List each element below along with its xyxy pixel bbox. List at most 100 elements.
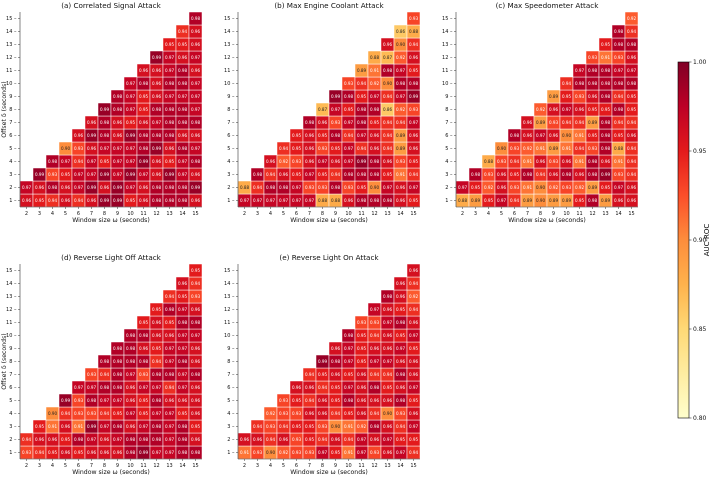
cell-value-label: 0.96 [61,450,71,455]
cell-value-label: 0.98 [165,133,175,138]
cell-value-label: 0.96 [409,359,419,364]
cell-value-label: 0.96 [126,385,136,390]
y-tick-label: 3 – [9,424,17,430]
cell-value-label: 0.93 [292,159,302,164]
cell-value-label: 0.96 [318,120,328,125]
cell-value-label: 0.98 [370,159,380,164]
y-tick-label: 11 – [442,68,453,74]
cell-value-label: 0.93 [370,320,380,325]
cell-value-label: 0.95 [292,146,302,151]
cell-value-label: 0.93 [497,159,507,164]
cell-value-label: 0.98 [139,359,149,364]
cell-value-label: 0.97 [113,172,123,177]
cell-value-label: 0.97 [126,411,136,416]
cell-value-label: 0.97 [178,385,188,390]
cell-value-label: 0.96 [100,185,110,190]
cell-value-label: 0.94 [253,185,263,190]
x-tick-label: 11 [358,211,364,217]
cell-value-label: 0.90 [536,185,546,190]
cell-value-label: 0.97 [253,198,263,203]
x-tick-label: 5 [282,463,285,469]
x-tick-label: 15 [192,211,198,217]
y-tick-label: 6 – [445,133,453,139]
cell-value-label: 0.96 [370,146,380,151]
cell-value-label: 0.96 [191,437,201,442]
cell-value-label: 0.91 [344,450,354,455]
cell-value-label: 0.95 [601,185,611,190]
cell-value-label: 0.99 [61,398,71,403]
cell-value-label: 0.95 [588,133,598,138]
cell-value-label: 0.98 [178,437,188,442]
cell-value-label: 0.97 [191,146,201,151]
cell-value-label: 0.95 [178,294,188,299]
cell-value-label: 0.93 [318,185,328,190]
cell-value-label: 0.96 [318,398,328,403]
x-tick-label: 9 [334,463,337,469]
cell-value-label: 0.93 [191,294,201,299]
cell-value-label: 0.96 [152,159,162,164]
cell-value-label: 0.92 [266,411,276,416]
cell-value-label: 0.88 [331,198,341,203]
cell-value-label: 0.97 [165,450,175,455]
cell-value-label: 0.88 [409,29,419,34]
cell-value-label: 0.97 [266,198,276,203]
cell-value-label: 0.97 [357,133,367,138]
x-tick-label: 5 [282,211,285,217]
cell-value-label: 0.96 [152,94,162,99]
y-tick-label: 12 – [6,307,17,313]
y-tick-label: 11 – [224,320,235,326]
cell-value-label: 0.92 [484,185,494,190]
x-tick-label: 14 [397,463,403,469]
cell-value-label: 0.96 [396,198,406,203]
cell-value-label: 0.94 [562,81,572,86]
cell-value-label: 0.98 [100,120,110,125]
cell-value-label: 0.96 [383,42,393,47]
cell-value-label: 0.95 [601,107,611,112]
cell-value-label: 0.95 [331,450,341,455]
cell-value-label: 0.91 [344,424,354,429]
cell-value-label: 0.97 [178,307,188,312]
cell-value-label: 0.95 [318,133,328,138]
cell-value-label: 0.91 [523,185,533,190]
cell-value-label: 0.89 [357,68,367,73]
x-tick-label: 4 [269,211,272,217]
cell-value-label: 0.98 [614,42,624,47]
cell-value-label: 0.98 [627,81,637,86]
x-tick-label: 4 [51,211,54,217]
y-tick-label: 9 – [227,346,235,352]
cell-value-label: 0.96 [344,198,354,203]
y-tick-label: 13 – [6,294,17,300]
cell-value-label: 0.96 [549,133,559,138]
cell-value-label: 0.96 [139,346,149,351]
cell-value-label: 0.94 [305,398,315,403]
cell-value-label: 0.95 [152,307,162,312]
x-tick-label: 6 [77,463,80,469]
cell-value-label: 0.89 [549,94,559,99]
x-tick-label: 13 [384,463,390,469]
cell-value-label: 0.98 [614,29,624,34]
cell-value-label: 0.93 [292,450,302,455]
cell-value-label: 0.99 [87,424,97,429]
y-tick-label: 4 – [9,411,17,417]
cell-value-label: 0.98 [113,346,123,351]
cell-value-label: 0.98 [178,185,188,190]
cell-value-label: 0.97 [139,424,149,429]
cell-value-label: 0.99 [191,185,201,190]
cell-value-label: 0.96 [549,172,559,177]
cell-value-label: 0.93 [266,424,276,429]
cell-value-label: 0.98 [396,372,406,377]
cell-value-label: 0.96 [165,333,175,338]
x-tick-label: 3 [256,211,259,217]
cell-value-label: 0.98 [331,185,341,190]
cell-value-label: 0.93 [253,450,263,455]
y-tick-label: 11 – [6,320,17,326]
cell-value-label: 0.86 [396,29,406,34]
cell-value-label: 0.97 [318,450,328,455]
cell-value-label: 0.96 [305,411,315,416]
cell-value-label: 0.98 [178,424,188,429]
y-tick-label: 8 – [227,107,235,113]
cell-value-label: 0.97 [383,437,393,442]
cell-value-label: 0.98 [383,68,393,73]
cell-value-label: 0.98 [409,81,419,86]
cell-value-label: 0.98 [383,198,393,203]
